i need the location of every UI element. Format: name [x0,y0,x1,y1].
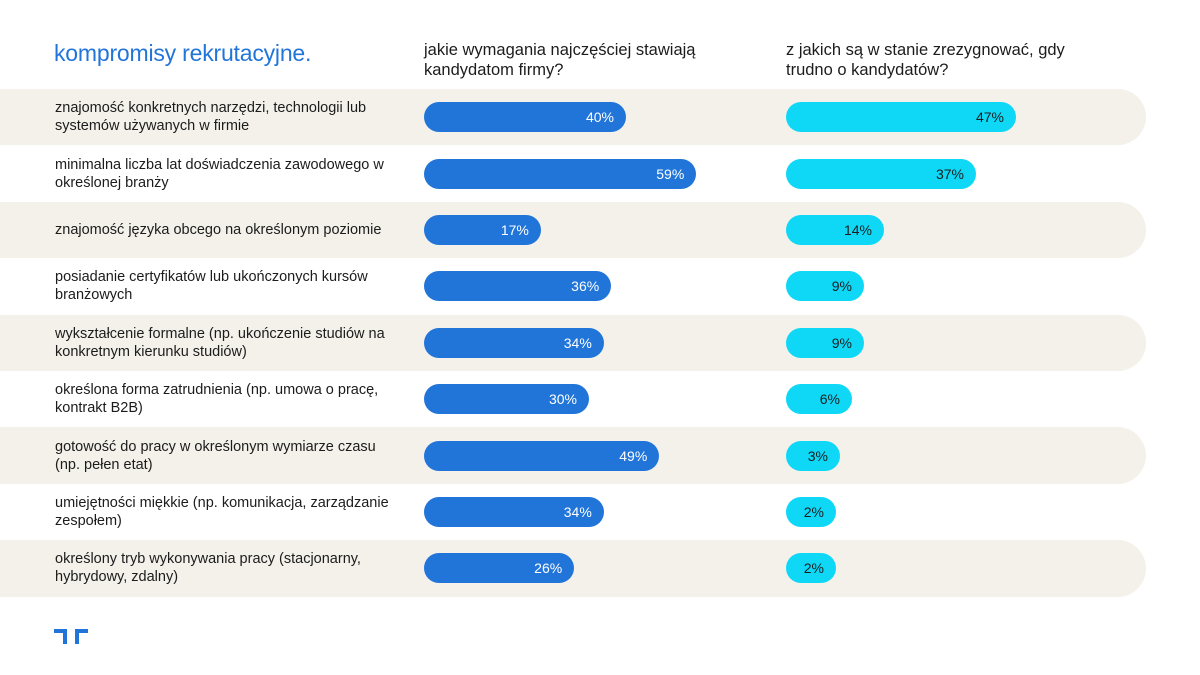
table-row: określony tryb wykonywania pracy (stacjo… [0,540,1200,597]
data-label: 49% [619,447,648,464]
bar-demand: 17% [424,214,541,245]
bar-waive: 6% [786,384,852,415]
data-label: 36% [571,278,600,295]
category-label: minimalna liczba lat doświadczenia zawod… [55,156,384,191]
category-label: wykształcenie formalne (np. ukończenie s… [55,325,385,360]
data-label: 34% [563,334,592,351]
table-row: określona forma zatrudnienia (np. umowa … [0,371,1200,427]
column-header-waivers: z jakich są w stanie zrezygnować, gdy tr… [786,41,1065,79]
bar-demand: 26% [424,553,575,584]
data-label: 30% [548,391,577,408]
table-row: posiadanie certyfikatów lub ukończonych … [0,258,1200,314]
data-label: 47% [975,109,1004,126]
category-label: znajomość konkretnych narzędzi, technolo… [55,100,367,135]
data-label: 2% [803,503,824,520]
data-label: 3% [807,447,828,464]
chart-rows: znajomość konkretnych narzędzi, technolo… [0,89,1200,597]
data-label: 40% [585,109,614,126]
data-label: 34% [563,503,592,520]
bar-demand: 59% [424,158,697,189]
bar-demand: 36% [424,271,612,302]
category-label: określona forma zatrudnienia (np. umowa … [55,382,379,417]
data-label: 6% [819,391,840,408]
table-row: umiejętności miękkie (np. komunikacja, z… [0,484,1200,540]
data-label: 26% [534,560,563,577]
bar-demand: 49% [424,440,660,471]
bar-demand: 34% [424,327,604,358]
data-label: 59% [656,165,685,182]
bar-waive: 2% [786,553,836,584]
category-label: gotowość do pracy w określonym wymiarze … [55,438,376,473]
data-label: 9% [831,334,852,351]
data-label: 2% [803,560,824,577]
data-label: 14% [843,221,872,238]
table-row: znajomość języka obcego na określonym po… [0,201,1200,259]
bar-waive: 9% [786,327,864,358]
bar-waive: 3% [786,440,840,471]
randstad-logo-icon [54,629,88,644]
bar-waive: 9% [786,271,864,302]
category-label: określony tryb wykonywania pracy (stacjo… [55,551,361,586]
category-label: umiejętności miękkie (np. komunikacja, z… [55,494,389,529]
data-label: 9% [831,278,852,295]
bar-waive: 37% [786,158,976,189]
table-row: wykształcenie formalne (np. ukończenie s… [0,314,1200,372]
category-label: posiadanie certyfikatów lub ukończonych … [55,269,368,304]
bar-waive: 2% [786,496,836,527]
bar-waive: 47% [786,102,1016,133]
bar-waive: 14% [786,214,884,245]
data-label: 37% [935,165,964,182]
table-row: minimalna liczba lat doświadczenia zawod… [0,145,1200,201]
bar-demand: 40% [424,102,626,133]
bar-demand: 34% [424,496,604,527]
bar-demand: 30% [424,384,589,415]
column-header-demands: jakie wymagania najczęściej stawiają kan… [424,41,696,79]
page-title: kompromisy rekrutacyjne. [54,40,312,66]
category-label: znajomość języka obcego na określonym po… [55,221,382,238]
data-label: 17% [500,221,529,238]
table-row: gotowość do pracy w określonym wymiarze … [0,427,1200,485]
table-row: znajomość konkretnych narzędzi, technolo… [0,89,1200,146]
